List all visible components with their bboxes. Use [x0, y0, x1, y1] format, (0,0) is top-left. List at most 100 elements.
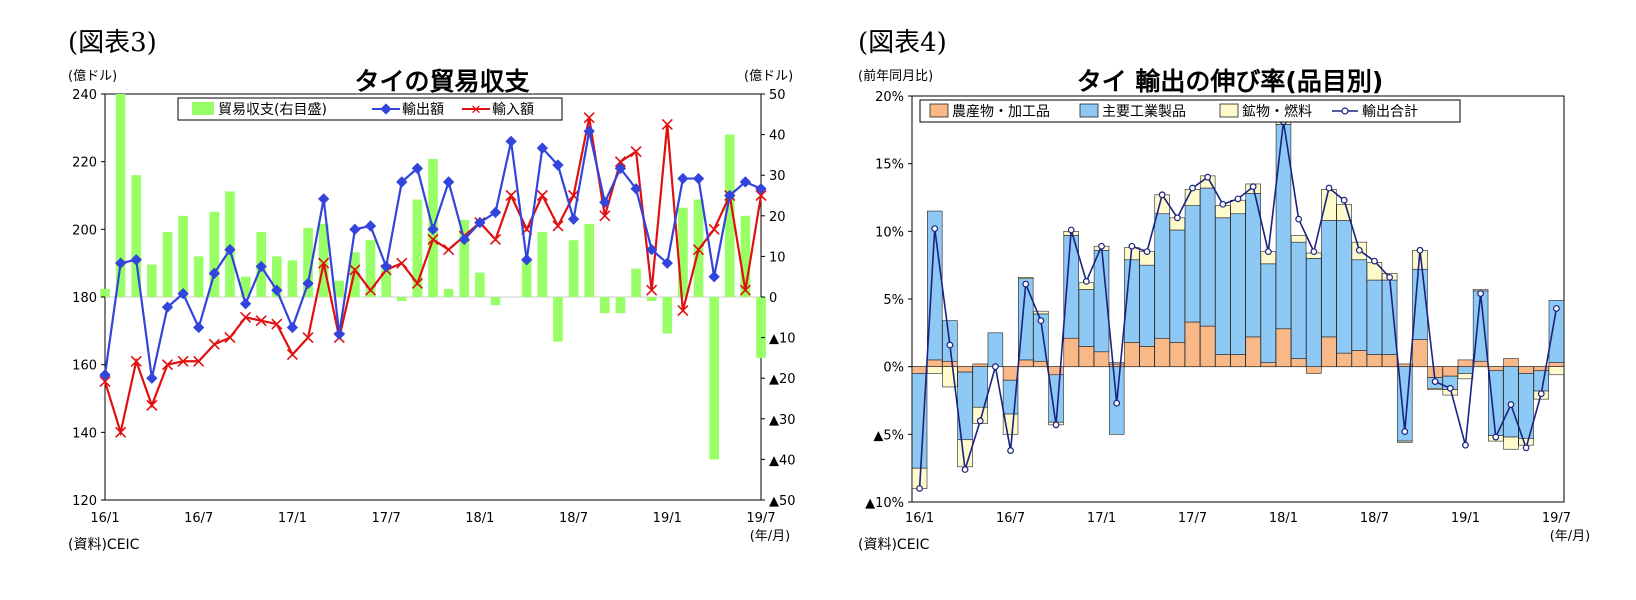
chart1-imports-cross-b	[552, 220, 564, 232]
chart1-right-unit: (億ドル)	[744, 68, 793, 84]
chart2-total-point	[1022, 280, 1030, 288]
chart1-imports-cross-b	[583, 112, 595, 124]
chart2-bar-agri	[1199, 325, 1216, 367]
chart2-bar-industrial	[1306, 258, 1322, 367]
chart2-x-tick-label: 19/1	[1451, 511, 1480, 526]
chart2-y-tick-label: 10%	[875, 225, 904, 240]
chart1-exports-point	[552, 159, 564, 171]
chart2-bar-agri	[972, 363, 988, 367]
chart1-imports-point	[427, 233, 439, 246]
chart2-source: (資料)CEIC	[858, 537, 930, 553]
chart1-left-tick-label: 140	[72, 426, 97, 441]
chart1-imports-point	[177, 355, 189, 367]
chart1-exports-point	[755, 183, 767, 195]
chart2-legend-total: 輸出合計	[1362, 104, 1418, 120]
chart1-imports-point	[396, 257, 408, 269]
chart2-x-tick-label: 18/1	[1269, 511, 1298, 526]
chart1-imports-point	[240, 311, 252, 323]
chart1-balance-bar	[365, 240, 376, 297]
chart1-imports-cross-b	[130, 355, 142, 367]
chart2-bar-industrial	[1169, 229, 1186, 343]
chart2-bar-industrial	[1336, 220, 1352, 354]
chart1-imports-cross-b	[161, 359, 174, 371]
figure-3-label: (図表3)	[68, 28, 157, 58]
chart1-imports-point	[302, 332, 314, 344]
chart1-imports-cross-b	[536, 189, 548, 202]
chart2-total-point	[1234, 195, 1242, 203]
chart2-bar-agri	[1366, 354, 1383, 367]
chart1-exports-point	[724, 189, 736, 202]
chart1-imports-point	[364, 284, 377, 296]
chart1-imports-cross-b	[568, 189, 580, 202]
chart2-total-point	[1446, 384, 1454, 392]
chart2-total-point	[1098, 242, 1105, 250]
chart1-imports-point	[318, 257, 330, 269]
chart2-bar-industrial	[1199, 187, 1216, 327]
chart2-total-point	[1537, 390, 1545, 398]
chart1-right-tick-label: ▲50	[769, 494, 796, 509]
chart1-source: (資料)CEIC	[68, 537, 140, 553]
chart1-imports-cross-b	[692, 244, 705, 256]
chart1-imports-point	[130, 355, 142, 367]
chart2-total-point	[946, 341, 954, 349]
chart1-imports-point	[646, 284, 658, 296]
chart2-legend: 農産物・加工品 主要工業製品 鉱物・燃料 輸出合計	[919, 99, 1461, 123]
chart1-imports-point	[505, 189, 517, 202]
chart2-total-point	[1522, 444, 1530, 452]
chart2-total-line	[916, 118, 1560, 492]
chart1-exports-point	[349, 223, 361, 235]
chart2-legend-agri: 農産物・加工品	[952, 104, 1050, 120]
chart2-bar-agri	[1260, 362, 1277, 367]
chart1-left-tick-label: 160	[72, 359, 97, 374]
chart2-legend-mineral: 鉱物・燃料	[1242, 103, 1312, 120]
chart1-balance-bar	[318, 223, 329, 297]
chart2-x-tick-label: 17/7	[1178, 511, 1207, 526]
chart1-exports-point	[239, 298, 252, 310]
chart1-left-tick-label: 200	[72, 223, 97, 238]
chart1-imports-point	[614, 156, 626, 168]
chart1-balance-bar	[724, 134, 735, 297]
chart2-bar-agri	[911, 366, 928, 374]
chart2-bar-industrial	[987, 332, 1004, 367]
chart1-balance-bar	[537, 232, 548, 297]
chart2-bar-agri	[1290, 358, 1307, 367]
chart1-balance-bar	[209, 211, 220, 297]
chart1-title: タイの貿易収支	[354, 67, 529, 96]
chart1-x-tick-label: 19/1	[653, 511, 682, 526]
chart1-balance-bar	[412, 199, 423, 297]
chart2-bar-industrial	[1139, 264, 1155, 347]
chart1-balance-bar	[490, 297, 501, 306]
chart1-balance-bar	[443, 288, 454, 297]
chart1-imports-cross-b	[599, 210, 611, 222]
chart1-imports-point	[755, 189, 767, 202]
chart1-left-unit: (億ドル)	[68, 68, 117, 84]
chart1-exports-point	[536, 142, 548, 154]
chart1-imports-cross-b	[489, 233, 502, 246]
chart1-imports-cross-b	[630, 145, 642, 158]
chart2-x-tick-label: 17/1	[1087, 511, 1116, 526]
chart1-imports-point	[224, 332, 236, 344]
chart2-total-point	[1249, 183, 1257, 191]
chart1-exports-point	[208, 267, 220, 279]
chart1-exports-point	[224, 243, 236, 256]
chart1-balance-bar	[756, 297, 766, 358]
chart2-x-tick-label: 16/1	[905, 511, 934, 526]
chart2-total-point	[1401, 428, 1409, 436]
chart1-right-tick-label: 40	[769, 129, 786, 144]
chart1-imports-point	[286, 348, 298, 361]
chart2-bar-agri	[1184, 321, 1201, 367]
chart1-imports-point	[271, 318, 283, 330]
chart1-imports-cross-b	[255, 315, 267, 327]
chart1-exports-point	[505, 135, 517, 148]
chart2-bar-agri	[1381, 354, 1398, 367]
chart1-balance-bar	[334, 280, 345, 297]
chart2-bar-agri	[1017, 359, 1034, 367]
chart1-exports-point	[583, 125, 595, 137]
chart2-total-point	[1507, 401, 1515, 408]
chart2-bar-agri	[1412, 339, 1428, 367]
chart1-x-tick-label: 17/1	[278, 511, 307, 526]
chart1-imports-point	[99, 376, 111, 388]
chart2-bar-agri	[1245, 336, 1261, 367]
chart1-legend: 貿易収支(右目盛) 輸出額 ✕ 輸入額	[177, 97, 563, 121]
chart1-imports-point	[661, 118, 673, 131]
